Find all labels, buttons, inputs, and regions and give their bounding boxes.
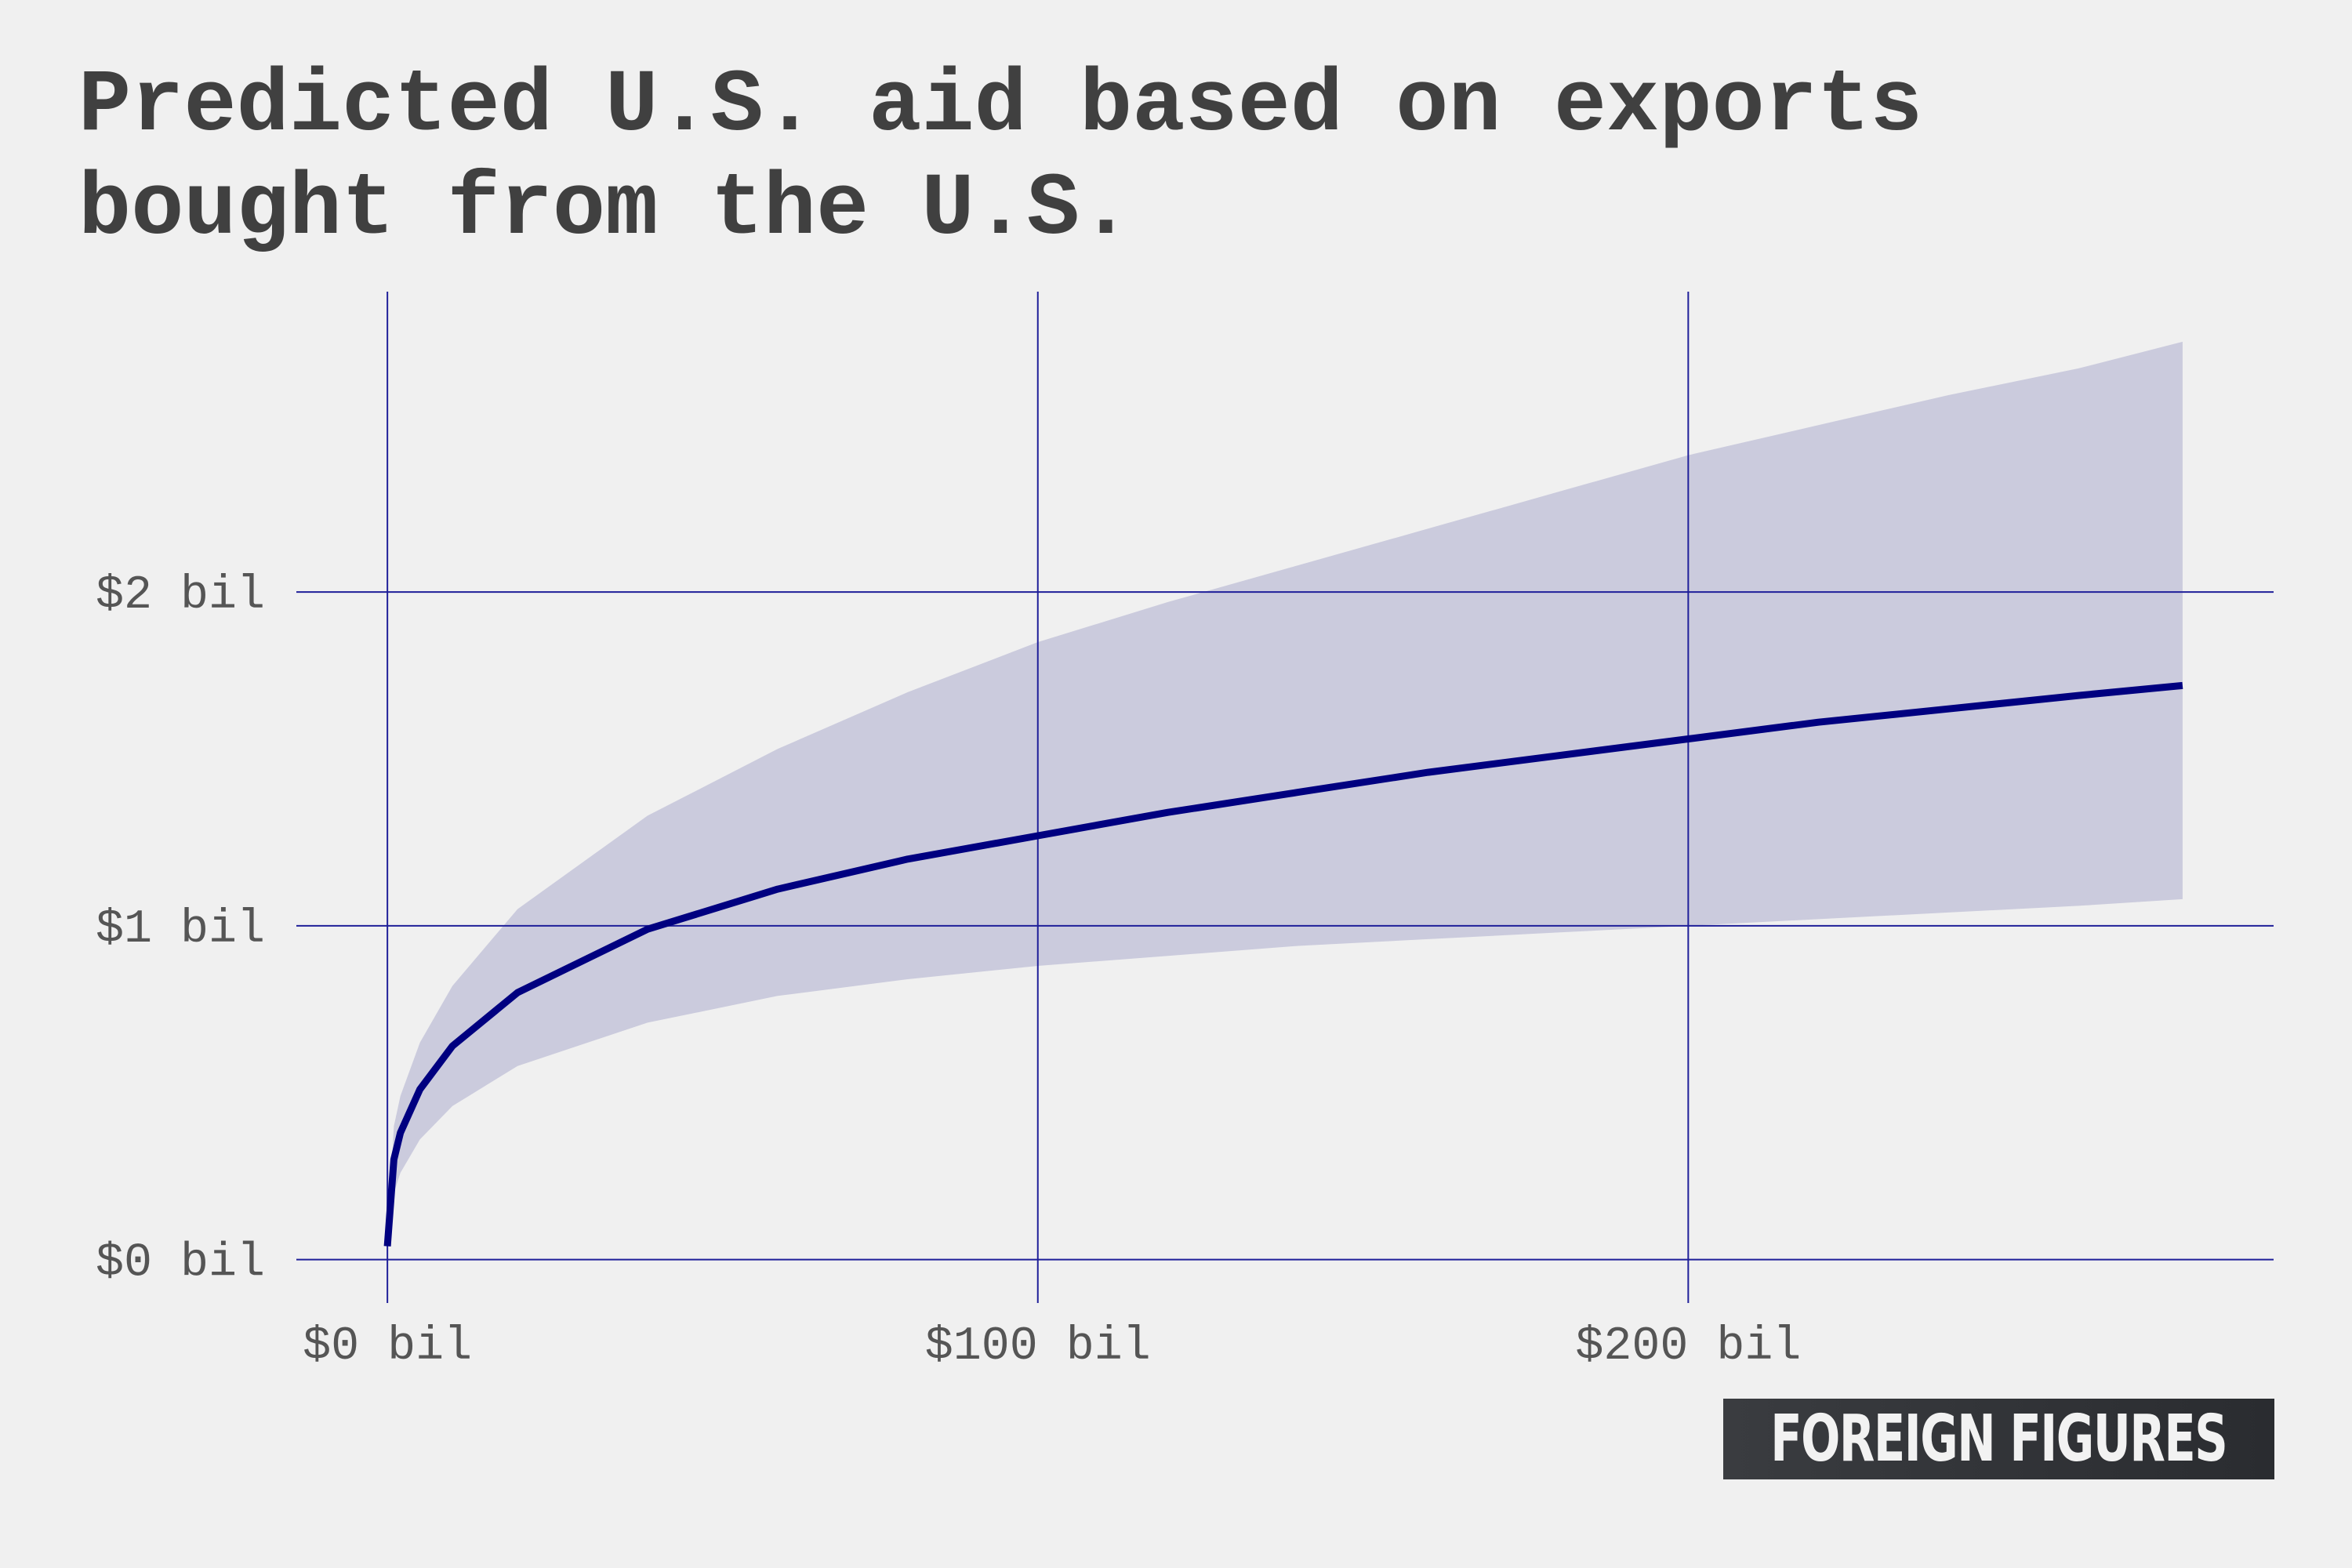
x-tick-label: $100 bil xyxy=(925,1320,1151,1374)
tick-labels: $0 bil $100 bil $200 bil $0 bil $1 bil $2 bil xyxy=(96,569,1801,1374)
y-tick-label: $0 bil xyxy=(96,1237,265,1290)
grid-lines xyxy=(296,292,2274,1303)
chart-title-line-1: Predicted U.S. aid based on exports xyxy=(78,56,1923,156)
y-tick-label: $2 bil xyxy=(96,569,265,622)
chart-title: Predicted U.S. aid based on exports boug… xyxy=(78,55,2313,262)
brand-logo-text: FOREIGN FIGURES xyxy=(1770,1402,2228,1476)
brand-logo: FOREIGN FIGURES xyxy=(1723,1399,2274,1479)
prediction-line xyxy=(383,681,2183,1247)
x-tick-label: $200 bil xyxy=(1575,1320,1801,1374)
x-tick-label: $0 bil xyxy=(303,1320,472,1374)
chart-title-line-2: bought from the U.S. xyxy=(78,160,1133,260)
y-tick-label: $1 bil xyxy=(96,903,265,956)
